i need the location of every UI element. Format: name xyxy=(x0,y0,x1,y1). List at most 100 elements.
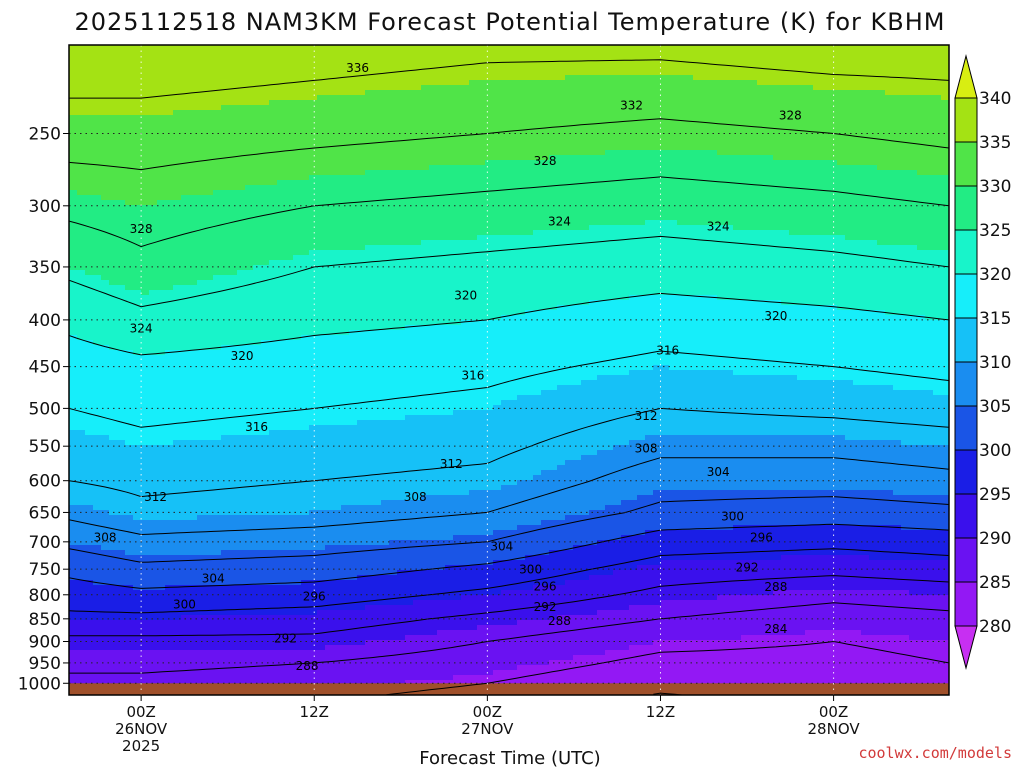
field-cell xyxy=(293,60,302,66)
field-cell xyxy=(421,70,430,76)
field-cell xyxy=(533,100,542,106)
field-cell xyxy=(525,170,534,176)
field-cell xyxy=(845,245,854,251)
field-cell xyxy=(717,50,726,56)
field-cell xyxy=(845,150,854,156)
field-cell xyxy=(429,195,438,201)
field-cell xyxy=(397,110,406,116)
field-cell xyxy=(517,170,526,176)
field-cell xyxy=(565,200,574,206)
field-cell xyxy=(277,220,286,226)
field-cell xyxy=(557,155,566,161)
field-cell xyxy=(669,95,678,101)
field-cell xyxy=(85,195,94,201)
field-cell xyxy=(197,145,206,151)
field-cell xyxy=(725,170,734,176)
field-cell xyxy=(877,100,886,106)
field-cell xyxy=(669,45,678,51)
field-cell xyxy=(837,50,846,56)
field-cell xyxy=(125,115,134,121)
field-cell xyxy=(917,195,926,201)
field-cell xyxy=(173,235,182,241)
field-cell xyxy=(461,120,470,126)
field-cell xyxy=(797,75,806,81)
field-cell xyxy=(453,80,462,86)
field-cell xyxy=(381,75,390,81)
field-cell xyxy=(637,160,646,166)
field-cell xyxy=(933,200,942,206)
field-cell xyxy=(853,90,862,96)
field-cell xyxy=(621,210,630,216)
field-cell xyxy=(221,120,230,126)
field-cell xyxy=(589,255,598,261)
field-cell xyxy=(501,80,510,86)
field-cell xyxy=(629,85,638,91)
field-cell xyxy=(501,125,510,131)
field-cell xyxy=(405,180,414,186)
field-cell xyxy=(837,80,846,86)
field-cell xyxy=(269,45,278,51)
field-cell xyxy=(317,200,326,206)
field-cell xyxy=(813,65,822,71)
field-cell xyxy=(485,65,494,71)
field-cell xyxy=(653,50,662,56)
field-cell xyxy=(245,150,254,156)
field-cell xyxy=(397,235,406,241)
field-cell xyxy=(653,250,662,256)
field-cell xyxy=(317,130,326,136)
field-cell xyxy=(757,205,766,211)
field-cell xyxy=(381,235,390,241)
field-cell xyxy=(877,80,886,86)
field-cell xyxy=(213,145,222,151)
field-cell xyxy=(813,180,822,186)
field-cell xyxy=(181,100,190,106)
field-cell xyxy=(837,260,846,266)
field-cell xyxy=(861,100,870,106)
field-cell xyxy=(781,125,790,131)
field-cell xyxy=(453,200,462,206)
field-cell xyxy=(125,265,134,271)
field-cell xyxy=(821,95,830,101)
field-cell xyxy=(69,220,78,226)
field-cell xyxy=(869,45,878,51)
field-cell xyxy=(893,235,902,241)
field-cell xyxy=(581,125,590,131)
field-cell xyxy=(797,165,806,171)
field-cell xyxy=(709,45,718,51)
field-cell xyxy=(637,240,646,246)
field-cell xyxy=(181,115,190,121)
field-cell xyxy=(237,195,246,201)
field-cell xyxy=(453,165,462,171)
field-cell xyxy=(189,205,198,211)
field-cell xyxy=(845,85,854,91)
field-cell xyxy=(701,55,710,61)
field-cell xyxy=(109,125,118,131)
field-cell xyxy=(69,155,78,161)
field-cell xyxy=(853,130,862,136)
field-cell xyxy=(725,120,734,126)
field-cell xyxy=(757,140,766,146)
field-cell xyxy=(653,80,662,86)
field-cell xyxy=(565,240,574,246)
field-cell xyxy=(597,245,606,251)
field-cell xyxy=(749,255,758,261)
field-cell xyxy=(685,235,694,241)
field-cell xyxy=(493,245,502,251)
field-cell xyxy=(477,210,486,216)
field-cell xyxy=(669,220,678,226)
field-cell xyxy=(749,70,758,76)
field-cell xyxy=(645,225,654,231)
field-cell xyxy=(757,180,766,186)
field-cell xyxy=(925,115,934,121)
field-cell xyxy=(301,50,310,56)
field-cell xyxy=(253,270,262,276)
field-cell xyxy=(933,215,942,221)
field-cell xyxy=(893,160,902,166)
field-cell xyxy=(437,220,446,226)
field-cell xyxy=(493,125,502,131)
field-cell xyxy=(101,125,110,131)
field-cell xyxy=(805,250,814,256)
field-cell xyxy=(789,85,798,91)
field-cell xyxy=(789,210,798,216)
field-cell xyxy=(845,165,854,171)
